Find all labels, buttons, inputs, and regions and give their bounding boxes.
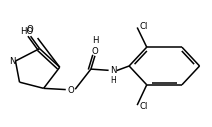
Text: O: O	[67, 86, 74, 95]
Text: O: O	[92, 47, 98, 56]
Text: HO: HO	[20, 27, 33, 36]
Text: Cl: Cl	[139, 22, 148, 31]
Text: Cl: Cl	[139, 102, 148, 111]
Text: N: N	[9, 57, 16, 66]
Text: H: H	[110, 76, 116, 85]
Text: H: H	[92, 36, 98, 45]
Text: N: N	[110, 66, 116, 75]
Text: O: O	[26, 25, 33, 34]
